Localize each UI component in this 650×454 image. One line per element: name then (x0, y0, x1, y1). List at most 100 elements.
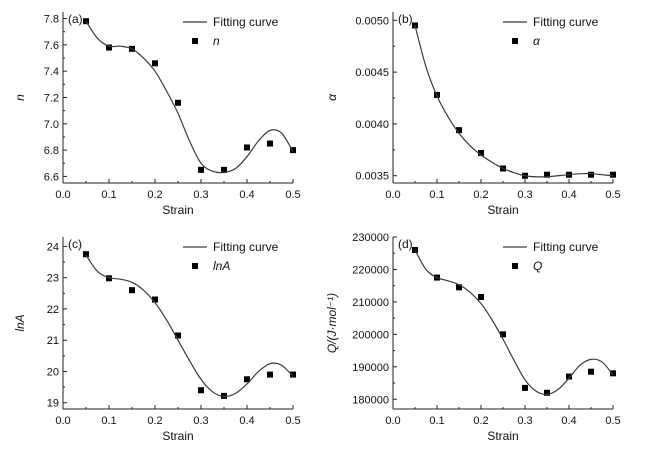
data-point (129, 287, 135, 294)
y-tick-label: 220000 (352, 264, 389, 276)
x-tick-label: 0.2 (147, 415, 162, 427)
legend-marker-swatch (512, 38, 518, 44)
y-tick-label: 7.8 (44, 14, 59, 26)
panel-label: (d) (398, 237, 413, 251)
y-tick-label: 6.6 (44, 171, 59, 183)
data-point (221, 166, 227, 173)
legend-label-fitting-curve: Fitting curve (213, 240, 279, 254)
panel-a: 0.0 0.1 0.2 0.3 0.4 0.5 6.6 6.8 7.0 7.2 7.4 7.6 7.8 S… (13, 12, 301, 217)
y-tick-label: 19 (47, 398, 59, 410)
y-tick-label: 230000 (352, 232, 389, 244)
data-point (500, 331, 506, 338)
y-tick-label: 180000 (352, 394, 389, 406)
x-tick-label: 0.2 (473, 189, 488, 201)
y-tick-label: 7.4 (44, 66, 59, 78)
x-tick-label: 0.2 (473, 415, 488, 427)
x-tick-label: 0.4 (561, 189, 576, 201)
y-tick-label: 0.0035 (355, 171, 389, 183)
y-tick-label: 200000 (352, 329, 389, 341)
data-point (522, 384, 528, 391)
legend-label-fitting-curve: Fitting curve (533, 240, 599, 254)
fitting-curve-line (414, 249, 614, 396)
y-tick-label: 7.0 (44, 119, 59, 131)
x-tick-label: 0.0 (55, 189, 70, 201)
y-axis-title: lnA (13, 314, 27, 331)
y-tick-label: 190000 (352, 362, 389, 374)
legend-label-points: Q (533, 259, 542, 273)
panel-label: (a) (68, 12, 83, 26)
x-tick-label: 0.5 (605, 189, 620, 201)
legend-marker-swatch (192, 263, 198, 269)
fitting-curve-line (414, 25, 614, 178)
x-tick-label: 0.3 (517, 415, 532, 427)
panel-label: (b) (398, 12, 413, 26)
x-tick-label: 0.4 (239, 415, 254, 427)
data-point (566, 373, 572, 380)
legend-label-fitting-curve: Fitting curve (213, 15, 279, 29)
x-tick-label: 0.1 (101, 189, 116, 201)
data-point (456, 127, 462, 134)
y-tick-label: 0.0045 (355, 67, 389, 79)
y-tick-label: 7.2 (44, 93, 59, 105)
data-point (588, 368, 594, 375)
panel-d: 0.0 0.1 0.2 0.3 0.4 0.5 180000 190000 200000 2100… (325, 232, 621, 443)
x-tick-label: 0.5 (605, 415, 620, 427)
y-tick-label: 22 (47, 304, 59, 316)
data-point (106, 44, 112, 51)
y-tick-label: 0.0040 (355, 119, 389, 131)
legend-label-points: lnA (213, 259, 230, 273)
x-axis-title: Strain (487, 429, 518, 443)
x-tick-label: 0.1 (429, 189, 444, 201)
legend-marker-swatch (192, 38, 198, 44)
data-point (221, 392, 227, 399)
x-tick-label: 0.4 (239, 189, 254, 201)
x-tick-label: 0.4 (561, 415, 576, 427)
panel-label: (c) (68, 237, 82, 251)
panel-c: 0.0 0.1 0.2 0.3 0.4 0.5 19 20 21 22 23 24 Strain lnA (… (13, 237, 301, 443)
x-tick-label: 0.2 (147, 189, 162, 201)
data-point (267, 371, 273, 378)
data-point (610, 171, 616, 178)
x-tick-label: 0.3 (193, 415, 208, 427)
fitting-curve-line (85, 20, 294, 174)
y-tick-label: 20 (47, 366, 59, 378)
x-tick-label: 0.1 (429, 415, 444, 427)
data-point (198, 166, 204, 173)
data-point (588, 171, 594, 178)
data-point (290, 371, 296, 378)
x-axis-title: Strain (162, 203, 193, 217)
data-point (198, 387, 204, 394)
y-tick-label: 23 (47, 273, 59, 285)
data-point (544, 171, 550, 178)
data-point (175, 99, 181, 106)
data-point (244, 144, 250, 151)
data-point (478, 294, 484, 301)
x-tick-label: 0.3 (517, 189, 532, 201)
legend-marker-swatch (512, 263, 518, 269)
y-axis-title: n (13, 94, 27, 101)
y-axis-title: Q/(J·mol⁻¹) (325, 293, 339, 353)
y-axis-title: α (325, 93, 339, 101)
data-point (83, 18, 89, 25)
y-tick-label: 6.8 (44, 145, 59, 157)
y-tick-label: 7.6 (44, 40, 59, 52)
x-axis-title: Strain (162, 429, 193, 443)
data-point (83, 251, 89, 258)
panel-b: 0.0 0.1 0.2 0.3 0.4 0.5 0.0035 0.0040 0.0045 0.00… (325, 12, 621, 217)
y-tick-label: 21 (47, 335, 59, 347)
data-point (478, 149, 484, 156)
x-tick-label: 0.3 (193, 189, 208, 201)
x-tick-label: 0.1 (101, 415, 116, 427)
x-tick-label: 0.0 (385, 415, 400, 427)
data-point (290, 147, 296, 154)
data-point (610, 370, 616, 377)
data-point (267, 140, 273, 147)
data-point (456, 284, 462, 291)
legend-label-fitting-curve: Fitting curve (533, 15, 599, 29)
data-point (152, 296, 158, 303)
legend-label-points: α (533, 34, 541, 48)
x-tick-label: 0.5 (285, 415, 300, 427)
y-tick-label: 24 (47, 241, 59, 253)
data-point (544, 389, 550, 396)
